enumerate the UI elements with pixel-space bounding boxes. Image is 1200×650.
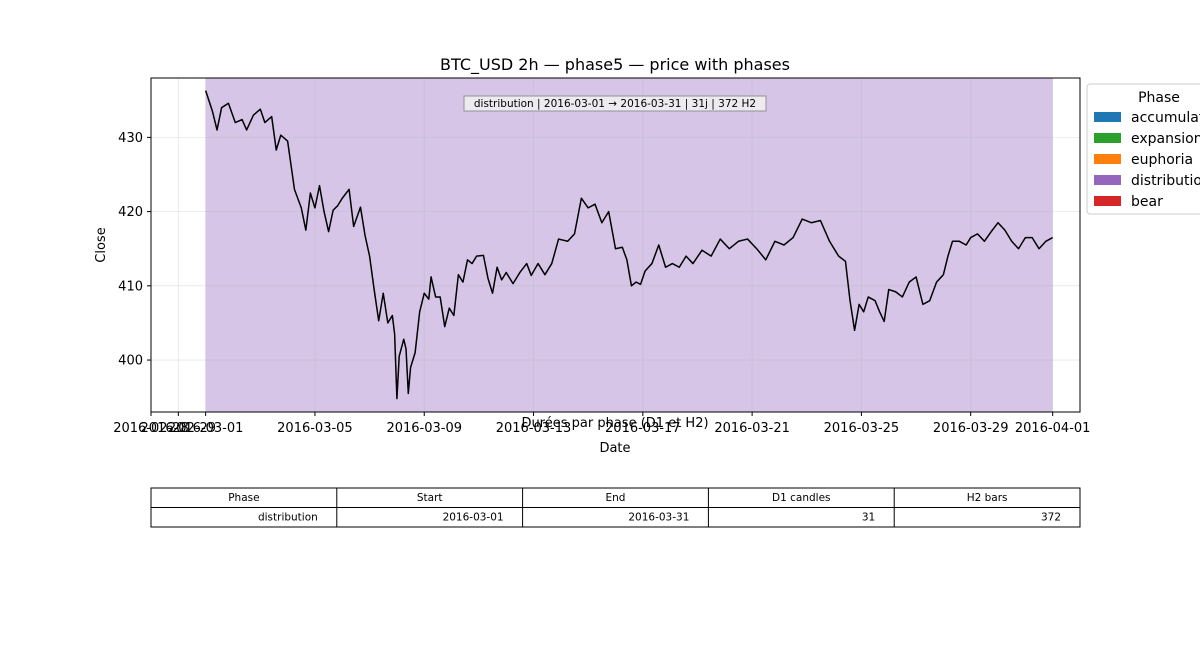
chart-title: BTC_USD 2h — phase5 — price with phases: [440, 55, 790, 75]
table-cell: 2016-03-01: [443, 512, 504, 524]
x-tick-label: 2016-03-29: [933, 421, 1009, 436]
y-tick-label: 410: [118, 279, 143, 294]
legend-label-expansion: expansion: [1131, 131, 1200, 147]
phase-annotation: distribution | 2016-03-01 → 2016-03-31 |…: [463, 95, 767, 112]
x-tick-label: 2016-03-09: [386, 421, 462, 436]
legend-swatch-bear: [1094, 196, 1121, 206]
legend-label-bear: bear: [1131, 194, 1163, 210]
table-header-cell: Start: [417, 492, 443, 504]
legend-title: Phase: [1138, 90, 1180, 106]
grid: [150, 78, 1080, 412]
table-cell: distribution: [258, 512, 318, 524]
close-price-line: [204, 90, 1054, 400]
legend-swatch-accumulation: [1094, 112, 1121, 122]
legend-label-euphoria: euphoria: [1131, 152, 1193, 168]
table-cell: 2016-03-31: [628, 512, 689, 524]
table-cell: 31: [862, 512, 875, 524]
x-axis-label: Date: [599, 441, 630, 456]
x-tick-label: 2016-03-05: [277, 421, 353, 436]
y-axis-label: Close: [94, 227, 109, 262]
y-axis-ticks: 400 410 420 430: [118, 131, 151, 369]
legend-swatch-distribution: [1094, 175, 1121, 185]
table-header-cell: H2 bars: [967, 492, 1008, 504]
table-header-cell: Phase: [228, 492, 259, 504]
x-tick-label: 2016-04-01: [1015, 421, 1091, 436]
table-cell: 372: [1041, 512, 1061, 524]
price-series: [204, 90, 1054, 400]
legend: Phase accumulation expansion euphoria distr…: [1086, 83, 1200, 215]
x-tick-label: 2016-03-21: [714, 421, 790, 436]
annotation-box: [463, 95, 767, 112]
plot-frame: [150, 77, 1081, 413]
x-tick-label: 2016-02-29: [141, 421, 217, 436]
x-tick-label: 2016-02-28: [113, 421, 189, 436]
x-tick-label: 2016-03-01: [168, 421, 244, 436]
table-caption: Durées par phase (D1 et H2): [521, 416, 708, 431]
legend-swatch-euphoria: [1094, 154, 1121, 164]
x-tick-label: 2016-03-25: [824, 421, 900, 436]
legend-label-distribution: distribution: [1131, 173, 1200, 189]
y-tick-label: 420: [118, 205, 143, 220]
legend-swatch-expansion: [1094, 133, 1121, 143]
table-header-cell: End: [606, 492, 626, 504]
y-tick-label: 430: [118, 131, 143, 146]
x-tick-label: 2016-03-17: [605, 421, 681, 436]
phase-table: Phase Start End D1 candles H2 bars distributi…: [150, 487, 1081, 528]
annotation-text: distribution | 2016-03-01 → 2016-03-31 |…: [474, 98, 756, 110]
table-header-cell: D1 candles: [772, 492, 830, 504]
x-tick-label: 2016-03-13: [496, 421, 572, 436]
phase-spans: [205, 78, 1053, 412]
y-tick-label: 400: [118, 354, 143, 369]
legend-label-accumulation: accumulation: [1131, 110, 1200, 126]
phase-span-distribution: [205, 78, 1053, 412]
